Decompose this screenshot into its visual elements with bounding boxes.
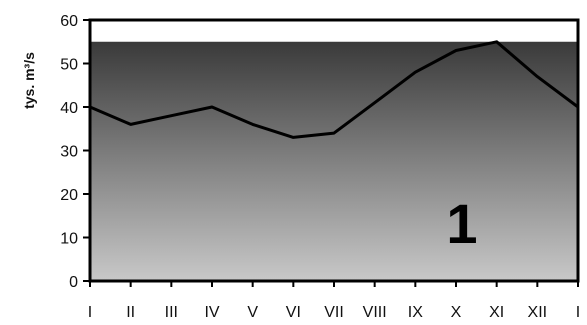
y-tick-label: 20 — [60, 187, 78, 204]
y-tick-label: 40 — [60, 100, 78, 117]
x-tick-label: IX — [408, 304, 423, 321]
x-tick-label: V — [247, 304, 258, 321]
x-tick-label: XI — [489, 304, 504, 321]
plot-area — [88, 18, 580, 283]
x-tick-label: X — [451, 304, 462, 321]
series-line — [89, 40, 579, 139]
x-tick-label: VI — [286, 304, 301, 321]
x-tick-label: III — [165, 304, 178, 321]
shaded-band — [90, 41, 578, 281]
x-tick-label: I — [576, 304, 580, 321]
panel-number: 1 — [446, 192, 477, 255]
x-tick-label: I — [88, 304, 92, 321]
x-tick-label: II — [126, 304, 135, 321]
x-axis: I II III IV V VI VII VIII IX X XI XII I — [88, 281, 580, 321]
x-tick-label: VII — [324, 304, 344, 321]
y-tick-label: 60 — [60, 13, 78, 30]
y-tick-label: 10 — [60, 231, 78, 248]
y-tick-label: 30 — [60, 144, 78, 161]
y-axis-title: tys. m³/s — [21, 52, 37, 109]
x-tick-label: IV — [204, 304, 219, 321]
y-tick-label: 50 — [60, 57, 78, 74]
x-tick-label: XII — [528, 304, 548, 321]
x-tick-label: VIII — [363, 304, 387, 321]
y-axis: 0 10 20 30 40 50 60 — [60, 13, 90, 291]
y-tick-label: 0 — [69, 274, 78, 291]
